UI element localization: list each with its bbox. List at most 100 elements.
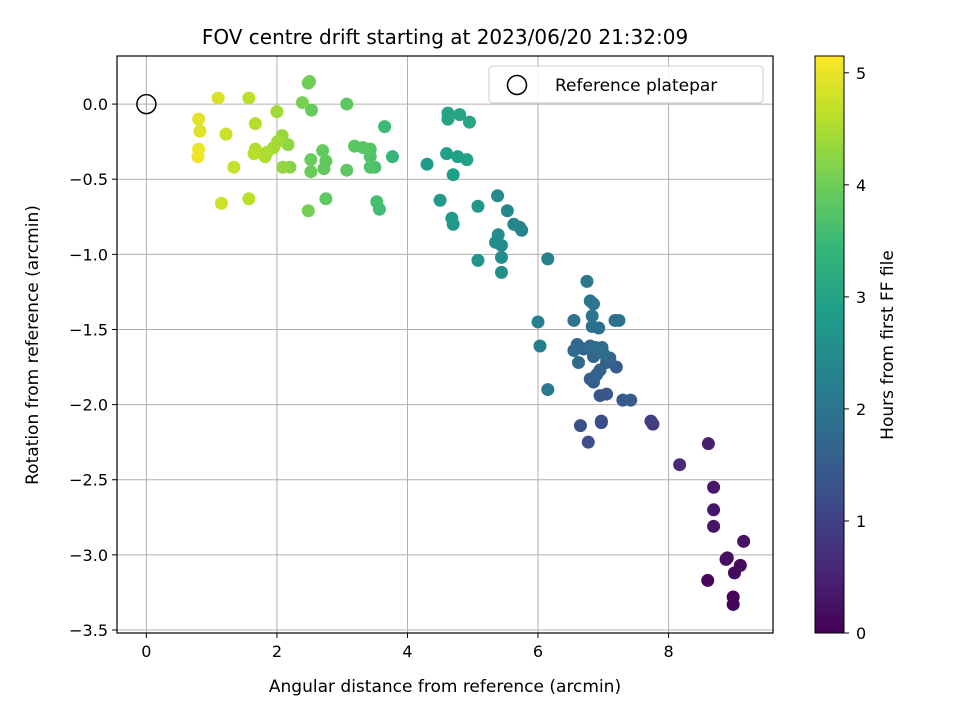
data-point [295,96,309,110]
data-point [644,414,658,428]
data-point [227,160,241,174]
data-point [701,573,715,587]
y-tick-label: −2.0 [69,396,108,415]
data-point [531,315,545,329]
data-point [385,150,399,164]
data-point [471,199,485,213]
colorbar-ticks: 0 1 2 3 4 5 [844,64,866,643]
data-point [585,319,599,333]
colorbar-tick-label: 5 [856,64,866,83]
data-point [441,112,455,126]
data-point [600,387,614,401]
data-point [494,265,508,279]
plot-frame [116,55,774,634]
chart-title: FOV centre drift starting at 2023/06/20 … [202,25,688,49]
data-point [316,144,330,158]
colorbar-tick-label: 2 [856,400,866,419]
colorbar-tick-label: 1 [856,512,866,531]
data-point [733,558,747,572]
data-point [378,120,392,134]
data-point [707,480,721,494]
data-point [624,393,638,407]
data-point [445,211,459,225]
data-point [541,383,555,397]
data-point [612,313,626,327]
data-point [500,204,514,218]
data-point [571,356,585,370]
data-point [420,157,434,171]
data-point [594,416,608,430]
y-tick-label: −2.5 [69,471,108,490]
data-point [507,217,521,231]
data-point [609,360,623,374]
y-tick-label: −1.0 [69,245,108,264]
data-point [258,150,272,164]
data-point [242,192,256,206]
data-point [471,253,485,267]
data-point [214,196,228,210]
data-point [301,204,315,218]
colorbar-tick-label: 4 [856,176,866,195]
data-point [248,117,262,131]
y-tick-label: −3.0 [69,546,108,565]
legend-label: Reference platepar [555,76,717,96]
data-point [370,195,384,209]
x-tick-label: 6 [533,642,543,661]
data-point [301,76,315,90]
data-point [305,103,319,117]
colorbar-tick-label: 0 [856,624,866,643]
data-point [701,437,715,451]
data-point [276,160,290,174]
data-point [219,127,233,141]
legend: Reference platepar [488,65,764,104]
data-point [340,163,354,177]
colorbar-tick-label: 3 [856,288,866,307]
legend-box [488,65,764,104]
grid-lines [117,56,773,633]
data-point [433,193,447,207]
data-point [580,274,594,288]
data-point [192,112,206,126]
data-point [191,150,205,164]
y-tick-label: 0.0 [83,95,108,114]
y-tick-label: −1.5 [69,320,108,339]
data-point [348,139,362,153]
y-axis: 0.0 −0.5 −1.0 −1.5 −2.0 −2.5 −3.0 −3.5 [69,95,117,640]
data-point [317,162,331,176]
data-point [583,294,597,308]
x-tick-label: 4 [402,642,412,661]
legend-marker-icon [506,74,528,96]
data-point [340,97,354,111]
data-point [270,105,284,119]
data-point [304,153,318,167]
data-point [720,551,734,565]
colorbar-gradient [814,55,845,634]
data-point [567,313,581,327]
data-point [319,192,333,206]
data-point [211,91,225,105]
colorbar-label: Hours from first FF file [878,250,898,440]
data-point [707,519,721,533]
data-point [596,347,610,361]
data-point [491,228,505,242]
data-point [453,108,467,122]
y-axis-label: Rotation from reference (arcmin) [23,205,43,485]
data-point [673,458,687,472]
data-point [247,147,261,161]
data-point [533,339,547,353]
y-tick-label: −0.5 [69,170,108,189]
data-point [363,160,377,174]
reference-point [136,93,157,115]
data-point [242,91,256,105]
data-point [446,168,460,182]
x-axis: 0 2 4 6 8 [141,633,674,661]
x-tick-label: 0 [141,642,151,661]
data-point [726,590,740,604]
data-point [567,344,581,358]
data-point [460,153,474,167]
data-point [585,309,599,323]
data-point [491,189,505,203]
data-point [573,419,587,433]
data-point [304,165,318,179]
